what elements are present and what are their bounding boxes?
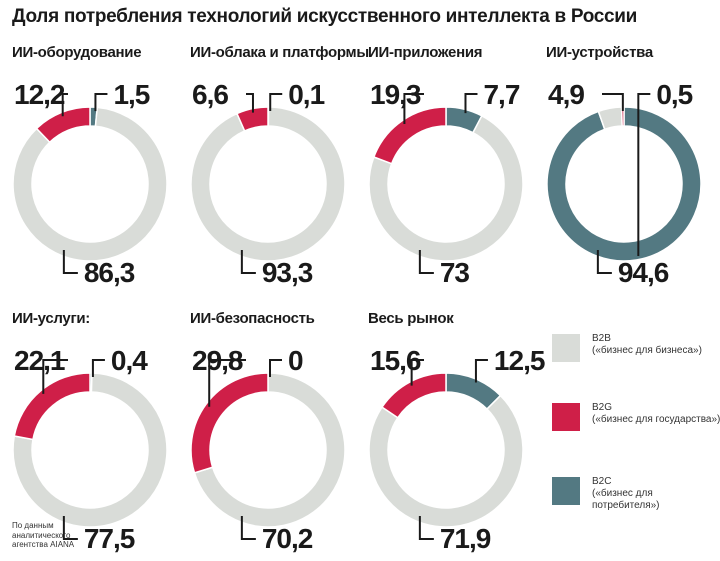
legend-code: B2G	[592, 402, 613, 413]
value-label-b2c: 0	[288, 345, 303, 376]
value-label-b2b: 71,9	[440, 523, 491, 554]
legend-code: B2B	[592, 333, 611, 344]
leader-line-b2c	[637, 93, 651, 256]
value-label-b2g: 6,6	[192, 79, 228, 110]
donut-slice-b2g	[35, 106, 91, 144]
donut-slice-b2g	[235, 106, 269, 132]
leader-line-b2c	[269, 93, 283, 112]
leader-line-b2b	[240, 516, 256, 540]
donut-chart-ai-apps: ИИ-приложения 19,3 7,7 73	[368, 44, 544, 289]
donut-svg: 6,6 0,1 93,3	[190, 79, 346, 288]
page-title: Доля потребления технологий искусственно…	[12, 6, 638, 27]
chart-title: Весь рынок	[368, 310, 454, 327]
value-label-b2b: 4,9	[548, 79, 584, 110]
donut-slice-b2c	[546, 106, 702, 262]
value-label-b2g: 19,3	[370, 79, 421, 110]
legend-swatch	[552, 403, 580, 431]
leader-line-b2b	[418, 516, 434, 540]
legend-text: B2B («бизнес для бизнеса»)	[592, 333, 720, 357]
value-label-b2c: 7,7	[483, 79, 519, 110]
legend-description: («бизнес для бизнеса»)	[592, 345, 702, 356]
chart-title: ИИ-облака и платформы	[190, 44, 369, 61]
leader-line-b2c	[91, 359, 105, 378]
value-label-b2g: 29,8	[192, 345, 243, 376]
donut-chart-whole-market: Весь рынок 15,6 12,5 71,9	[368, 310, 546, 555]
value-label-b2c: 0,4	[111, 345, 148, 376]
leader-line-b2c	[596, 250, 612, 274]
leader-line-b2c	[474, 359, 488, 383]
legend-swatch	[552, 334, 580, 362]
value-label-b2g: 22,1	[14, 345, 65, 376]
chart-title: ИИ-оборудование	[12, 44, 142, 61]
donut-svg: 12,2 1,5 86,3	[12, 79, 168, 288]
legend-code: B2C	[592, 476, 612, 487]
donut-svg: 22,1 0,4 77,5	[12, 345, 168, 554]
value-label-b2g: 0,5	[656, 79, 692, 110]
value-label-b2g: 12,2	[14, 79, 65, 110]
value-label-b2c: 12,5	[494, 345, 545, 376]
donut-svg: 4,9 0,5 94,6	[546, 79, 702, 288]
donut-slice-b2b	[12, 106, 168, 262]
leader-line-b2g	[403, 93, 424, 125]
value-label-b2b: 73	[440, 257, 470, 288]
chart-title: ИИ-приложения	[368, 44, 483, 61]
donut-slice-b2b	[12, 372, 168, 528]
leader-line-b2b	[418, 250, 434, 274]
value-label-b2c: 94,6	[618, 257, 669, 288]
leader-line-b2g	[208, 359, 246, 407]
legend-text: B2C («бизнес для потребителя»)	[592, 476, 682, 512]
leader-line-b2g	[246, 93, 254, 113]
leader-line-b2c	[269, 359, 282, 377]
donut-chart-ai-services: ИИ-услуги: 22,1 0,4 77,5	[12, 310, 188, 555]
value-label-b2g: 15,6	[370, 345, 421, 376]
donut-svg: 29,8 0 70,2	[190, 345, 346, 554]
donut-slice-b2b	[190, 106, 346, 262]
donut-chart-ai-hardware: ИИ-оборудование 12,2 1,5 86,3	[12, 44, 188, 289]
donut-slice-b2g	[13, 372, 91, 441]
donut-svg: 19,3 7,7 73	[368, 79, 524, 288]
leader-line-b2b	[62, 250, 78, 274]
leader-line-b2c	[464, 93, 478, 114]
donut-slice-b2b	[193, 372, 346, 528]
leader-line-b2b	[62, 516, 78, 540]
leader-line-b2b	[240, 250, 256, 274]
value-label-b2c: 0,1	[288, 79, 324, 110]
donut-slice-b2b	[368, 114, 524, 262]
value-label-b2b: 70,2	[262, 523, 313, 554]
leader-line-b2g	[602, 93, 624, 112]
legend-description: («бизнес для потребителя»)	[592, 488, 660, 511]
value-label-b2b: 93,3	[262, 257, 313, 288]
chart-title: ИИ-безопасность	[190, 310, 315, 327]
source-note: По данным аналитического агентства AIANA	[12, 521, 75, 549]
value-label-b2b: 86,3	[84, 257, 135, 288]
donut-chart-ai-security: ИИ-безопасность 29,8 0 70,2	[190, 310, 366, 555]
leader-line-b2c	[94, 93, 108, 112]
donut-chart-ai-devices: ИИ-устройства 4,9 0,5 94,6	[546, 44, 720, 289]
leader-line-b2g	[42, 359, 68, 394]
leader-line-b2g	[410, 359, 424, 386]
leader-line-b2g	[61, 93, 68, 117]
chart-title: ИИ-устройства	[546, 44, 653, 61]
donut-slice-b2g	[372, 106, 447, 165]
value-label-b2b: 77,5	[84, 523, 135, 554]
donut-slice-b2g	[190, 372, 269, 474]
legend-description: («бизнес для государства»)	[592, 414, 720, 425]
value-label-b2c: 1,5	[113, 79, 149, 110]
donut-slice-b2b	[368, 394, 524, 528]
donut-svg: 15,6 12,5 71,9	[368, 345, 546, 554]
donut-slice-b2g	[381, 372, 447, 419]
donut-chart-ai-cloud: ИИ-облака и платформы 6,6 0,1 93,3	[190, 44, 369, 289]
chart-title: ИИ-услуги:	[12, 310, 91, 327]
legend-text: B2G («бизнес для государства»)	[592, 402, 720, 426]
legend-swatch	[552, 477, 580, 505]
